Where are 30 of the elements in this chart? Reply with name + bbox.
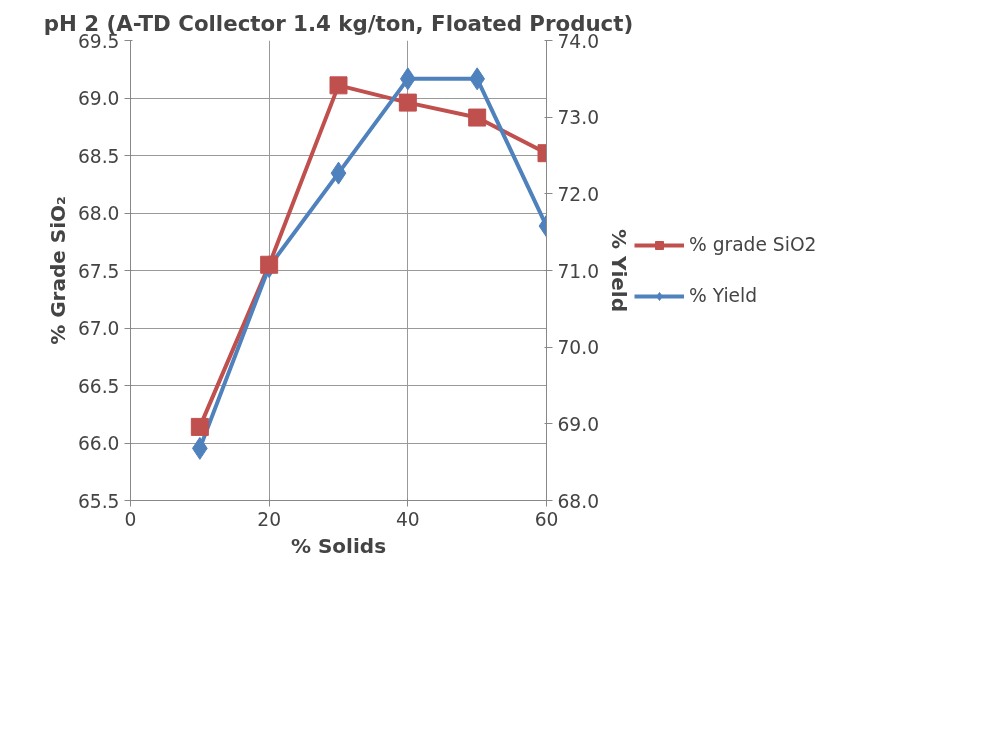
point — [330, 161, 347, 185]
y2-tick-label: 74.0 — [557, 30, 600, 52]
x-axis-title: % Solids — [290, 533, 387, 558]
y2-tick-label: 71.0 — [557, 260, 600, 282]
y2-tick-label: 70.0 — [557, 337, 600, 359]
point — [398, 93, 417, 112]
y-axis-title: % Grade SiO₂ — [45, 196, 70, 345]
y-tick-label: 68.0 — [77, 203, 120, 224]
point — [190, 417, 209, 436]
y-tick-label: 66.5 — [77, 375, 120, 397]
y-tick-label: 65.5 — [77, 490, 120, 512]
y-tick-label: 67.5 — [77, 260, 120, 282]
point — [329, 76, 348, 95]
y-tick-label: 69.0 — [77, 88, 120, 109]
x-tick-label: 40 — [395, 508, 420, 530]
y2-tick-label: 68.0 — [557, 490, 600, 512]
y-tick-label: 68.5 — [77, 145, 120, 167]
legend-label: % Yield — [689, 285, 758, 306]
y2-tick-label: 69.0 — [557, 413, 600, 435]
y-tick-label: 66.0 — [77, 433, 120, 454]
x-tick-label: 60 — [534, 508, 559, 530]
y2-tick-label: 73.0 — [557, 107, 600, 129]
y2-tick-label: 72.0 — [557, 183, 600, 205]
y2-axis-title: % Yield — [607, 228, 632, 313]
x-tick-label: 20 — [257, 508, 282, 530]
legend-label: % grade SiO2 — [689, 234, 817, 255]
x-tick-label: 0 — [124, 508, 137, 530]
point — [468, 108, 487, 127]
y-tick-label: 67.0 — [77, 318, 120, 339]
point — [260, 255, 279, 274]
